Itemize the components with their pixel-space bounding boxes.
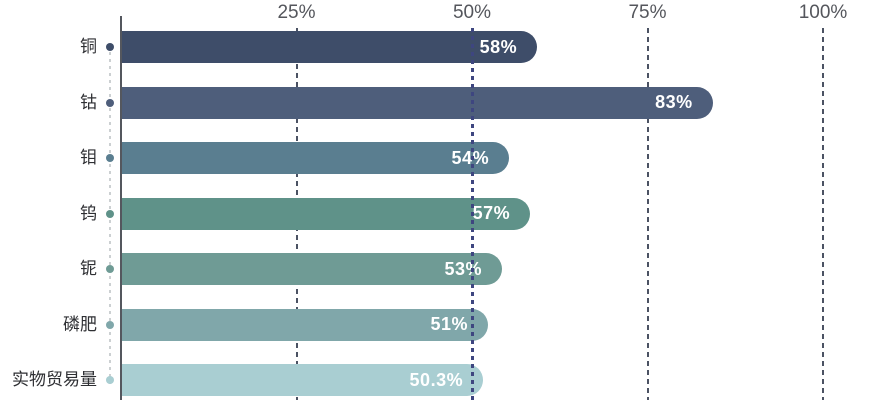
category-dot	[106, 376, 114, 384]
bar-row: 实物贸易量 50.3%	[0, 364, 877, 396]
x-axis-tick-label-25: 25%	[277, 2, 316, 23]
y-axis-line	[120, 16, 122, 400]
bar: 54%	[122, 142, 510, 174]
category-label: 钼	[80, 148, 97, 167]
category-label: 磷肥	[63, 314, 97, 334]
gridline-100	[822, 28, 824, 400]
category-dot	[106, 154, 114, 162]
bar-row: 磷肥 51%	[0, 308, 877, 341]
category-dot	[106, 320, 114, 329]
category-dot	[106, 43, 114, 51]
x-axis-tick-label-50: 50%	[452, 2, 492, 23]
bar-value-label: 51%	[430, 314, 469, 334]
bar-row: 钴 83%	[0, 86, 877, 119]
category-label: 实物贸易量	[12, 370, 97, 389]
bar: 50.3%	[122, 364, 484, 396]
category-label: 铜	[80, 37, 97, 56]
bar: 51%	[122, 308, 489, 341]
category-dot	[106, 98, 114, 107]
bar-value-label: 50.3%	[409, 369, 464, 390]
bar-value-label: 57%	[472, 203, 511, 223]
bar: 58%	[122, 31, 538, 63]
highlight-gridline-50	[471, 28, 474, 400]
bar-value-label: 54%	[452, 148, 510, 169]
category-dot	[106, 209, 114, 218]
bar: 83%	[122, 86, 713, 119]
category-label: 铌	[80, 259, 97, 278]
bar-row: 钼 54%	[0, 142, 877, 174]
bar-row: 铜 58%	[0, 31, 877, 63]
bar: 53%	[122, 253, 503, 285]
category-label: 钨	[80, 203, 97, 223]
x-axis-tick-label-75: 75%	[628, 2, 667, 23]
gridline-75	[646, 28, 649, 400]
x-axis-tick-label-100: 100%	[798, 2, 848, 23]
bar-value-label: 58%	[479, 36, 518, 57]
bar-row: 钨 57%	[0, 197, 877, 230]
bar-row: 铌 53%	[0, 253, 877, 285]
bar-value-label: 83%	[655, 92, 693, 112]
category-label: 钴	[80, 92, 97, 112]
bar: 57%	[122, 197, 531, 230]
category-dot	[106, 265, 114, 273]
